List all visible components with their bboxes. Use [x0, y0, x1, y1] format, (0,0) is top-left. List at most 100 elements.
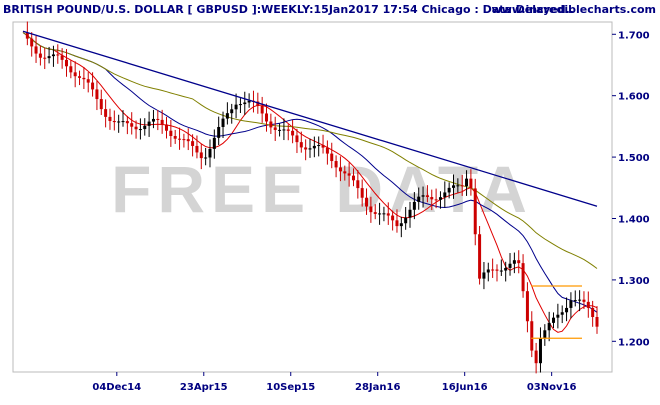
candle-body: [525, 291, 529, 322]
candle-body: [317, 145, 321, 147]
candle-body: [356, 180, 360, 189]
candle-body: [91, 82, 95, 90]
candle-body: [343, 171, 347, 174]
candle-body: [482, 272, 486, 279]
site-url[interactable]: www.incrediblecharts.com: [492, 3, 656, 16]
candle-body: [425, 195, 429, 198]
candle-body: [547, 322, 551, 331]
candle-body: [147, 121, 151, 126]
watermark-text: FREE DATA: [111, 152, 533, 226]
candle-body: [156, 118, 160, 120]
candle-body: [534, 350, 538, 364]
candle-body: [582, 299, 586, 302]
candle-body: [552, 317, 556, 323]
candle-body: [330, 153, 334, 162]
candle-body: [560, 312, 564, 315]
candle-body: [434, 199, 438, 201]
candle-body: [78, 76, 82, 78]
candle-body: [221, 118, 225, 127]
y-tick-label: 1.600: [618, 92, 650, 103]
candle-body: [195, 145, 199, 153]
candle-body: [130, 123, 134, 127]
candle-body: [447, 187, 451, 193]
candle-body: [338, 167, 342, 172]
candle-body: [408, 209, 412, 218]
candle-body: [243, 102, 247, 105]
annotation-lines: [22, 30, 598, 339]
candle-body: [295, 135, 299, 143]
candle-body: [369, 206, 373, 213]
candle-body: [191, 141, 195, 146]
candle-body: [421, 195, 425, 197]
candle-body: [365, 197, 369, 207]
candle-body: [247, 100, 251, 103]
candle-body: [143, 125, 147, 130]
candle-body: [304, 147, 308, 150]
candle-body: [208, 148, 212, 158]
candle-body: [99, 99, 103, 110]
candle-body: [391, 215, 395, 221]
candle-body: [586, 301, 590, 308]
candle-body: [404, 217, 408, 224]
chart-title: BRITISH POUND/U.S. DOLLAR [ GBPUSD ]:WEE…: [3, 3, 574, 16]
candle-body: [334, 161, 338, 168]
candle-body: [569, 300, 573, 308]
candle-body: [69, 66, 73, 73]
candle-body: [595, 317, 599, 327]
candle-body: [273, 127, 277, 130]
candle-body: [265, 113, 269, 122]
candle-body: [382, 213, 386, 215]
candle-body: [308, 148, 312, 150]
candle-body: [234, 104, 238, 110]
x-tick-label: 03Nov16: [527, 382, 577, 393]
candle-body: [378, 213, 382, 215]
candle-body: [186, 139, 190, 142]
y-tick-label: 1.200: [618, 337, 650, 348]
candle-body: [160, 119, 164, 125]
candle-body: [47, 56, 51, 59]
candle-body: [486, 269, 490, 273]
candle-body: [108, 116, 112, 121]
candle-body: [151, 118, 155, 122]
x-tick-label: 04Dec14: [92, 382, 141, 393]
candle-body: [538, 338, 542, 364]
candle-body: [225, 113, 229, 119]
candle-body: [491, 269, 495, 271]
candle-body: [34, 46, 38, 54]
candle-body: [591, 307, 595, 318]
candle-body: [125, 121, 129, 124]
candle-body: [112, 120, 116, 123]
candle-body: [238, 104, 242, 106]
candle-body: [230, 109, 234, 114]
candle-body: [456, 185, 460, 187]
x-tick-label: 28Jan16: [355, 382, 400, 393]
candle-body: [282, 129, 286, 131]
candle-body: [417, 196, 421, 202]
candle-body: [373, 212, 377, 214]
candle-body: [199, 152, 203, 159]
candle-body: [269, 121, 273, 128]
candle-body: [165, 124, 168, 131]
candle-body: [386, 213, 390, 216]
candle-body: [573, 300, 577, 302]
axes: 1.700 1.600 1.500 1.400 1.300 1.200 04Dec14 23A…: [92, 30, 649, 393]
candle-body: [565, 307, 569, 313]
x-tick-label: 16Jun16: [442, 382, 488, 393]
candle-body: [399, 223, 403, 227]
candle-body: [278, 129, 282, 131]
plot-frame: [12, 21, 613, 373]
candle-body: [138, 129, 142, 131]
candle-body: [517, 260, 521, 264]
candle-body: [443, 192, 447, 198]
candle-body: [460, 185, 464, 187]
candle-body: [38, 53, 42, 58]
candle-body: [556, 314, 560, 318]
candle-body: [178, 138, 182, 140]
candle-body: [30, 38, 34, 47]
grid: [12, 21, 613, 373]
candle-body: [543, 330, 547, 339]
candle-body: [465, 178, 469, 187]
y-tick-label: 1.300: [618, 276, 650, 287]
